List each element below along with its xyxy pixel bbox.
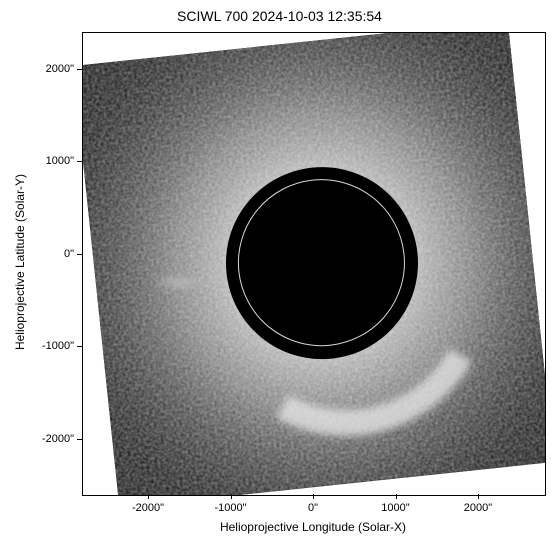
y-tick-label: 0"	[26, 248, 74, 260]
x-tick-label: -2000"	[132, 502, 164, 514]
y-tick-label: 2000"	[26, 63, 74, 75]
plot-area	[82, 32, 546, 496]
y-axis-label: Helioprojective Latitude (Solar-Y)	[13, 31, 27, 493]
x-tick-label: 1000"	[381, 502, 409, 514]
x-axis-label: Helioprojective Longitude (Solar-X)	[82, 520, 544, 534]
chart-title: SCIWL 700 2024-10-03 12:35:54	[0, 8, 559, 24]
y-tick-label: -2000"	[26, 433, 74, 445]
x-tick-label: 2000"	[464, 502, 492, 514]
figure: SCIWL 700 2024-10-03 12:35:54 Helioproje…	[0, 0, 559, 547]
x-tick-label: 0"	[308, 502, 318, 514]
y-tick-mark	[77, 439, 82, 440]
x-tick-mark	[231, 494, 232, 499]
y-tick-mark	[77, 161, 82, 162]
x-tick-mark	[396, 494, 397, 499]
x-tick-mark	[313, 494, 314, 499]
y-tick-label: 1000"	[26, 155, 74, 167]
streamer-feature	[150, 273, 208, 292]
y-tick-label: -1000"	[26, 340, 74, 352]
x-tick-mark	[478, 494, 479, 499]
x-tick-mark	[148, 494, 149, 499]
coronagraph-image	[82, 32, 546, 496]
x-tick-label: -1000"	[214, 502, 246, 514]
y-tick-mark	[77, 254, 82, 255]
y-tick-mark	[77, 346, 82, 347]
y-tick-mark	[77, 69, 82, 70]
